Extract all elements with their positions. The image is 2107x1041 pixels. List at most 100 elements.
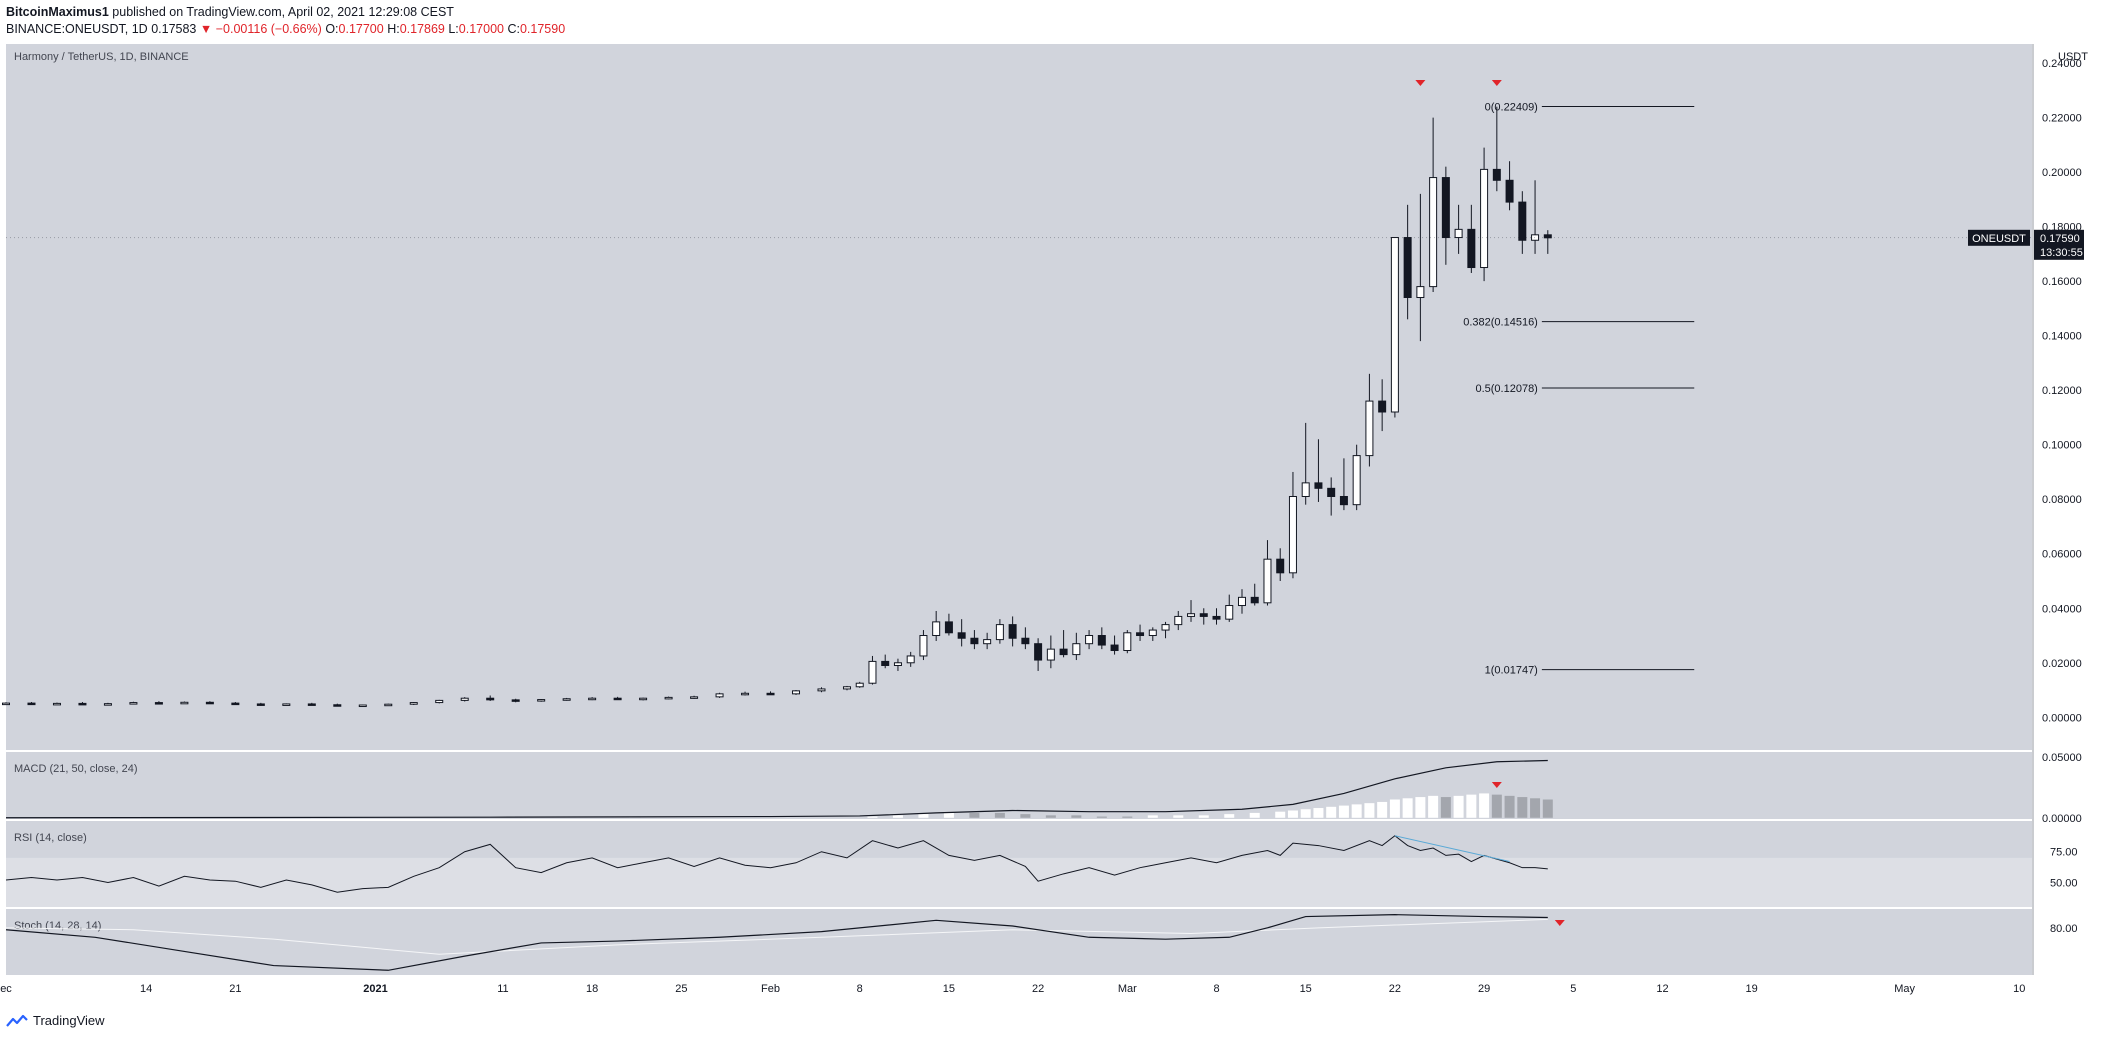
candle-up	[855, 682, 864, 688]
macd-histogram-bar	[969, 812, 980, 818]
price-tick-label: 0.20000	[2042, 167, 2082, 179]
macd-histogram-bar	[1287, 810, 1298, 818]
stoch-pane-bg	[6, 909, 2032, 975]
macd-histogram-bar	[1428, 795, 1439, 818]
candle-down	[1492, 168, 1501, 181]
macd-histogram-bar	[1364, 803, 1375, 818]
candle-down	[1110, 644, 1119, 652]
author-name[interactable]: BitcoinMaximus1	[6, 5, 109, 19]
macd-histogram-bar	[1517, 797, 1528, 818]
candle-up	[1148, 629, 1157, 637]
fib-level-label: 0(0.22409)	[1485, 101, 1538, 113]
brand-name[interactable]: TradingView	[33, 1013, 105, 1028]
macd-histogram-bar	[1275, 811, 1286, 818]
macd-histogram-bar	[1351, 804, 1362, 818]
stoch-d-line	[5, 918, 1548, 955]
price-tick-label: 0.12000	[2042, 385, 2082, 397]
candle-up	[358, 704, 367, 708]
candle-up	[282, 703, 291, 706]
macd-histogram-bar	[994, 812, 1005, 818]
candle-up	[1225, 605, 1234, 620]
candle-up	[715, 693, 724, 698]
candle-up	[537, 699, 546, 702]
rsi-axis-bg	[2034, 821, 2107, 907]
rsi-band	[6, 857, 2032, 907]
macd-histogram-bar	[1224, 814, 1235, 818]
candle-down	[205, 701, 214, 705]
candle-up	[588, 697, 597, 701]
chart-title: Harmony / TetherUS, 1D, BINANCE	[14, 51, 189, 63]
candle-down	[333, 704, 342, 707]
candle-up	[983, 639, 992, 645]
price-tick-label: 0.16000	[2042, 276, 2082, 288]
candle-up	[1123, 632, 1132, 652]
fib-level-label: 0.382(0.14516)	[1463, 317, 1538, 329]
macd-histogram-bar	[1326, 806, 1337, 818]
candle-up	[1263, 558, 1272, 604]
candle-down	[1378, 400, 1387, 413]
low-value: 0.17000	[458, 22, 504, 36]
candle-up	[1085, 635, 1094, 645]
macd-histogram-bar	[1020, 814, 1031, 818]
main-axis-bg	[2034, 44, 2107, 750]
low-label: L:	[448, 22, 459, 36]
time-axis-bg	[0, 975, 2107, 997]
candle-up	[1288, 495, 1297, 574]
candle-down	[1097, 635, 1106, 646]
fib-level-label: 0.5(0.12078)	[1475, 383, 1537, 395]
time-tick-label: 2021	[363, 983, 387, 995]
macd-histogram-bar	[1415, 797, 1426, 818]
price-change: −0.00116 (−0.66%)	[215, 22, 322, 36]
last-price: 0.17583	[151, 22, 197, 36]
price-badge-value: 0.17590	[2040, 233, 2080, 245]
candle-up	[1429, 177, 1438, 288]
symbol-badge	[1968, 229, 2030, 246]
candle-down	[1441, 177, 1450, 239]
candle-down	[1276, 558, 1285, 574]
candle-down	[1021, 637, 1030, 645]
stoch-axis-bg	[2034, 909, 2107, 975]
candle-up	[690, 696, 699, 699]
candle-up	[868, 660, 877, 684]
time-tick-label: 15	[943, 983, 955, 995]
candle-up	[129, 702, 138, 705]
candle-up	[1301, 482, 1310, 497]
candle-up	[1046, 648, 1055, 661]
macd-histogram-bar	[1122, 816, 1133, 818]
candle-up	[664, 696, 673, 700]
macd-histogram-bar	[1377, 801, 1388, 818]
top-marker-icon	[1491, 80, 1502, 86]
candle-up	[741, 692, 750, 696]
macd-histogram-bar	[1173, 815, 1184, 818]
candle-down	[944, 621, 953, 634]
candle-down	[1199, 613, 1208, 617]
price-tick-label: 0.06000	[2042, 549, 2082, 561]
rsi-line	[5, 835, 1548, 893]
macd-histogram-bar	[1338, 805, 1349, 818]
candle-up	[1390, 237, 1399, 413]
main-pane-bg	[6, 44, 2032, 750]
candle-up	[1531, 234, 1540, 241]
price-tick-label: 0.00000	[2042, 712, 2082, 724]
currency-label: USDT	[2058, 51, 2088, 63]
candle-down	[307, 703, 316, 706]
price-tick-label: 0.24000	[2042, 58, 2082, 70]
candle-up	[1365, 400, 1374, 457]
stoch-marker-icon	[1554, 920, 1565, 926]
candle-up	[1174, 615, 1183, 626]
macd-histogram-bar	[1479, 793, 1490, 818]
chart-area[interactable]: Harmony / TetherUS, 1D, BINANCE MACD (21,…	[0, 44, 2107, 1004]
rsi-tick-label: 50.00	[2050, 877, 2078, 889]
candle-up	[919, 635, 928, 657]
candle-down	[970, 637, 979, 645]
macd-histogram-bar	[1096, 816, 1107, 818]
macd-title: MACD (21, 50, close, 24)	[14, 763, 138, 775]
candle-down	[1403, 237, 1412, 299]
candle-down	[1467, 228, 1476, 269]
candle-up	[409, 702, 418, 705]
high-label: H:	[387, 22, 400, 36]
close-label: C:	[507, 22, 520, 36]
time-tick-label: 8	[1213, 983, 1219, 995]
candle-down	[511, 699, 520, 702]
candle-up	[1072, 643, 1081, 656]
